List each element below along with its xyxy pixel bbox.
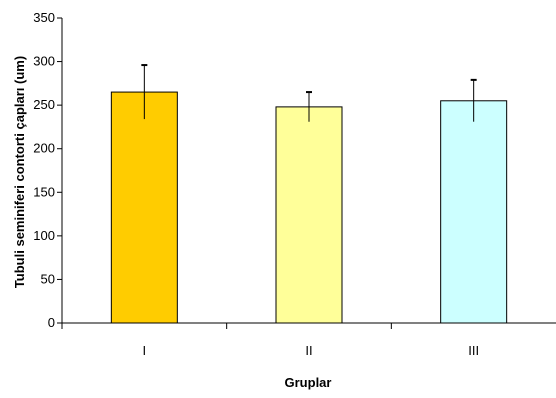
bar-I: [110, 91, 178, 324]
y-tick-label: 50: [41, 271, 55, 286]
error-bars: [141, 64, 477, 122]
x-axis-ticks: [61, 323, 392, 329]
y-tick-label: 200: [33, 141, 55, 156]
category-labels: I II III: [143, 343, 480, 358]
category-label-II: II: [305, 343, 312, 358]
y-tick-label: 100: [33, 228, 55, 243]
y-tick-label: 250: [33, 97, 55, 112]
y-tick-label: 350: [33, 10, 55, 25]
y-tick-label: 150: [33, 184, 55, 199]
category-label-I: I: [143, 343, 147, 358]
x-axis-title: Gruplar: [285, 375, 332, 390]
y-tick-label: 300: [33, 54, 55, 69]
category-label-III: III: [468, 343, 479, 358]
y-axis-title: Tubuli seminiferi contorti çapları (um): [12, 56, 27, 288]
bar-II: [275, 106, 343, 324]
y-axis-ticks: 0 50 100 150 200 250 300 350: [33, 10, 62, 330]
bars: [110, 91, 508, 324]
bar-III: [440, 100, 508, 324]
y-tick-label: 0: [48, 315, 55, 330]
